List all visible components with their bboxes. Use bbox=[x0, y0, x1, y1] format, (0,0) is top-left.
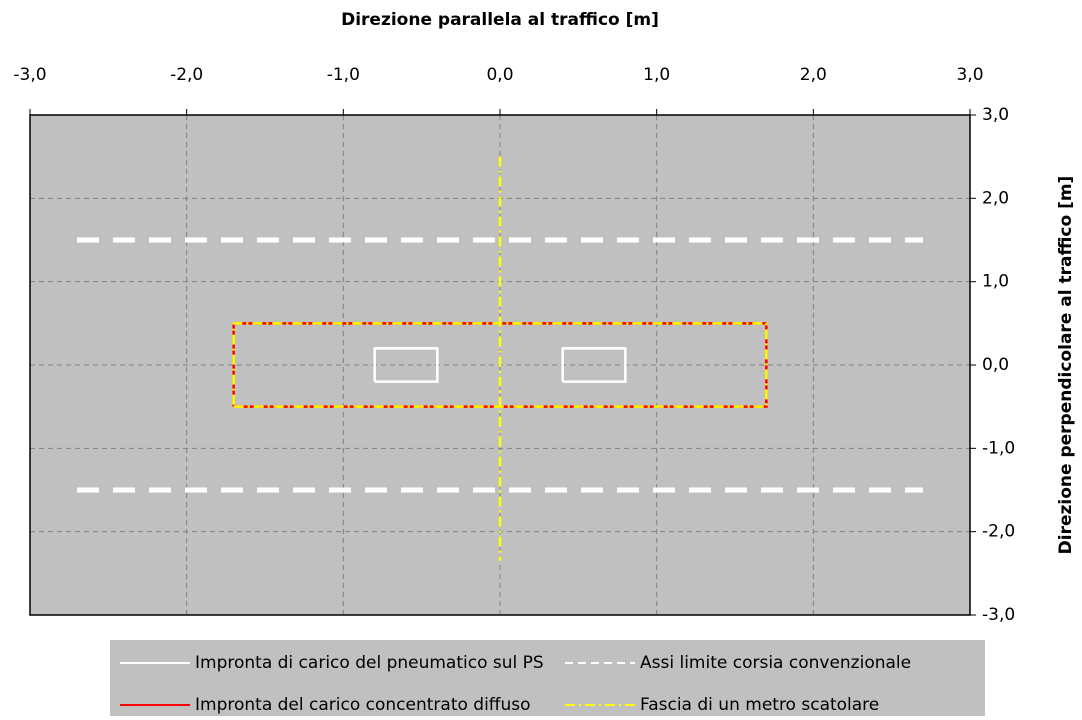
x-tick-label: 0,0 bbox=[486, 65, 513, 85]
legend-label: Impronta del carico concentrato diffuso bbox=[195, 695, 531, 715]
y-axis-title: Direzione perpendicolare al traffico [m] bbox=[1056, 176, 1076, 555]
x-tick-label: 3,0 bbox=[956, 65, 983, 85]
x-axis-title: Direzione parallela al traffico [m] bbox=[341, 10, 659, 30]
legend-label: Impronta di carico del pneumatico sul PS bbox=[195, 653, 544, 673]
x-tick-label: -2,0 bbox=[170, 65, 203, 85]
series-line bbox=[232, 156, 768, 561]
series-line bbox=[373, 347, 627, 383]
legend-label: Assi limite corsia convenzionale bbox=[640, 653, 911, 673]
series-line bbox=[77, 237, 923, 493]
x-tick-label: 1,0 bbox=[643, 65, 670, 85]
y-tick-label: 0,0 bbox=[982, 355, 1009, 375]
y-tick-label: 1,0 bbox=[982, 272, 1009, 292]
x-tick-label: -1,0 bbox=[327, 65, 360, 85]
plot-border bbox=[29, 114, 971, 616]
legend bbox=[110, 640, 985, 720]
x-tick-label: 2,0 bbox=[800, 65, 827, 85]
x-tick-label: -3,0 bbox=[13, 65, 46, 85]
y-tick-label: -3,0 bbox=[982, 605, 1015, 625]
y-tick-label: -1,0 bbox=[982, 438, 1015, 458]
legend-label: Fascia di un metro scatolare bbox=[640, 695, 879, 715]
y-tick-label: 3,0 bbox=[982, 105, 1009, 125]
y-tick-label: 2,0 bbox=[982, 188, 1009, 208]
y-tick-label: -2,0 bbox=[982, 522, 1015, 542]
